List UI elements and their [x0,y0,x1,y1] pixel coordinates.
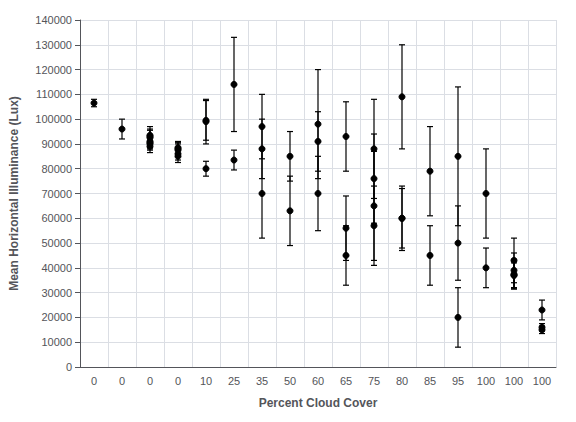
svg-text:Mean Horizontal Illuminance (L: Mean Horizontal Illuminance (Lux) [7,96,21,291]
svg-text:100000: 100000 [35,113,72,125]
svg-text:0: 0 [91,375,97,387]
svg-text:120000: 120000 [35,64,72,76]
svg-text:10: 10 [200,375,212,387]
svg-text:80000: 80000 [41,163,72,175]
svg-text:60000: 60000 [41,212,72,224]
svg-text:25: 25 [228,375,240,387]
svg-text:75: 75 [368,375,380,387]
svg-text:70000: 70000 [41,188,72,200]
svg-text:0: 0 [66,361,72,373]
svg-text:100: 100 [477,375,495,387]
svg-text:100: 100 [505,375,523,387]
svg-text:0: 0 [147,375,153,387]
svg-text:35: 35 [256,375,268,387]
svg-text:50: 50 [284,375,296,387]
svg-text:140000: 140000 [35,14,72,26]
svg-text:50000: 50000 [41,237,72,249]
svg-text:110000: 110000 [36,88,72,100]
svg-text:90000: 90000 [41,138,72,150]
svg-text:40000: 40000 [41,262,72,274]
svg-text:130000: 130000 [35,39,72,51]
svg-text:10000: 10000 [41,336,72,348]
svg-text:100: 100 [533,375,551,387]
svg-text:95: 95 [452,375,464,387]
svg-text:85: 85 [424,375,436,387]
svg-text:80: 80 [396,375,408,387]
svg-text:0: 0 [119,375,125,387]
svg-text:65: 65 [340,375,352,387]
svg-text:30000: 30000 [41,287,72,299]
svg-text:20000: 20000 [41,311,72,323]
svg-text:Percent Cloud Cover: Percent Cloud Cover [259,396,378,410]
svg-text:0: 0 [175,375,181,387]
svg-text:60: 60 [312,375,324,387]
